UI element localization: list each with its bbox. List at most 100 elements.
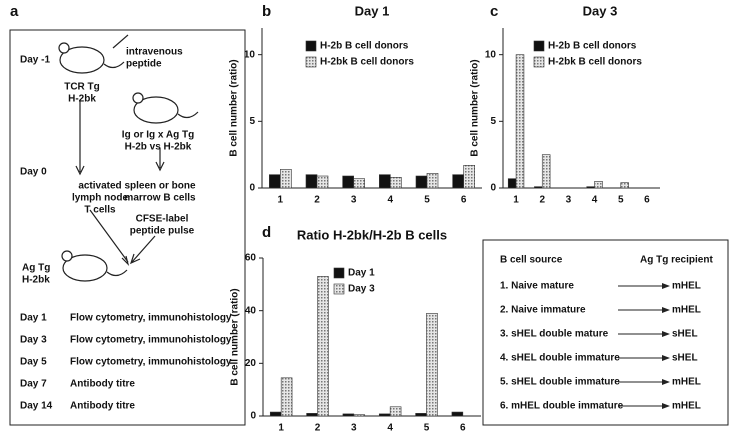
table-arrowhead <box>662 403 670 409</box>
timeline-event: Antibody titre <box>70 401 135 412</box>
bar <box>415 413 427 417</box>
legend-label: H-2b B cell donors <box>548 41 637 52</box>
panel-label: d <box>262 224 271 241</box>
y-tick-label: 5 <box>490 116 496 127</box>
legend-swatch <box>333 267 345 279</box>
chart-title: Day 1 <box>355 3 390 18</box>
table-recipient: mHEL <box>672 401 701 412</box>
table-source: 5. sHEL double immature <box>500 377 620 388</box>
x-tick-label: 1 <box>513 195 519 206</box>
bar <box>280 377 293 417</box>
bar <box>317 276 329 417</box>
protocol-note: Ig or Ig x Ag Tg <box>122 130 194 141</box>
y-tick-label: 0 <box>250 411 256 422</box>
bar <box>353 178 365 189</box>
y-axis-label: B cell number (ratio) <box>470 59 481 156</box>
table-header: B cell source <box>500 255 563 266</box>
x-tick-label: 4 <box>387 423 393 433</box>
bar <box>353 414 366 417</box>
legend-label: Day 1 <box>348 268 375 279</box>
legend-swatch <box>533 40 545 52</box>
timeline-event: Flow cytometry, immunohistology <box>70 313 232 324</box>
legend-swatch <box>333 283 345 295</box>
table-recipient: mHEL <box>672 305 701 316</box>
x-tick-label: 2 <box>314 195 320 206</box>
table-source: 6. mHEL double immature <box>500 401 624 412</box>
table-arrowhead <box>662 379 670 385</box>
y-tick-label: 40 <box>245 305 257 316</box>
protocol-note: TCR Tg <box>64 82 100 93</box>
day-label: Day 0 <box>20 167 47 178</box>
table-source: 1. Naive mature <box>500 281 574 292</box>
protocol-note: marrow B cells <box>124 193 196 204</box>
bar <box>463 165 475 189</box>
timeline-event: Flow cytometry, immunohistology <box>70 357 232 368</box>
x-tick-label: 1 <box>278 195 284 206</box>
y-tick-label: 10 <box>485 49 497 60</box>
legend-label: Day 3 <box>348 284 375 295</box>
table-recipient: sHEL <box>672 329 698 340</box>
table-recipient: mHEL <box>672 377 701 388</box>
bar <box>390 177 402 189</box>
bar <box>269 174 281 189</box>
table-arrowhead <box>662 331 670 337</box>
x-tick-label: 4 <box>388 195 394 206</box>
legend-swatch <box>533 56 545 68</box>
protocol-note: T cells <box>84 205 116 216</box>
protocol-note: peptide <box>126 59 162 70</box>
protocol-note: lymph node <box>72 193 129 204</box>
protocol-box <box>9 29 246 426</box>
x-tick-label: 1 <box>278 423 284 433</box>
protocol-note: intravenous <box>126 47 183 58</box>
y-tick-label: 10 <box>244 49 256 60</box>
y-tick-label: 0 <box>249 183 255 194</box>
protocol-note: Ag Tg <box>22 263 50 274</box>
bar <box>305 174 318 189</box>
protocol-note: H-2b vs H-2bk <box>125 142 192 153</box>
timeline-day: Day 7 <box>20 379 47 390</box>
bar <box>507 178 517 189</box>
table-source: 3. sHEL double mature <box>500 329 609 340</box>
timeline-day: Day 3 <box>20 335 47 346</box>
bar <box>451 411 464 417</box>
table-arrowhead <box>662 355 670 361</box>
table-arrowhead <box>662 283 670 289</box>
x-tick-label: 3 <box>351 195 357 206</box>
table-recipient: mHEL <box>672 281 701 292</box>
timeline-day: Day 1 <box>20 313 47 324</box>
protocol-note: peptide pulse <box>130 226 195 237</box>
panel-label: a <box>10 3 19 20</box>
timeline-event: Antibody titre <box>70 379 135 390</box>
x-tick-label: 5 <box>618 195 624 206</box>
protocol-note: H-2bk <box>68 94 96 105</box>
day-label: Day -1 <box>20 55 50 66</box>
bar <box>515 54 525 189</box>
panel-label: b <box>262 3 271 20</box>
bar <box>378 413 391 417</box>
panel-label: c <box>490 3 498 20</box>
bar <box>389 406 402 417</box>
x-tick-label: 2 <box>315 423 321 433</box>
table-header: Ag Tg recipient <box>640 255 713 266</box>
bar <box>594 181 603 189</box>
protocol-note: H-2bk <box>22 275 50 286</box>
chart-title: Day 3 <box>583 3 618 18</box>
bar <box>534 186 543 189</box>
y-tick-label: 20 <box>245 358 257 369</box>
y-tick-label: 60 <box>245 253 257 264</box>
x-tick-label: 5 <box>424 423 430 433</box>
bar <box>342 175 354 189</box>
legend-label: H-2b B cell donors <box>320 41 409 52</box>
x-tick-label: 2 <box>539 195 545 206</box>
y-axis-label: B cell number (ratio) <box>230 288 241 385</box>
legend-swatch <box>305 56 317 68</box>
y-axis-label: B cell number (ratio) <box>229 59 240 156</box>
x-tick-label: 4 <box>592 195 598 206</box>
y-tick-label: 5 <box>249 116 255 127</box>
bar <box>586 186 595 189</box>
bar <box>306 413 318 417</box>
chart-title: Ratio H-2bk/H-2b B cells <box>297 227 447 242</box>
table-source: 4. sHEL double immature <box>500 353 620 364</box>
legend-label: H-2bk B cell donors <box>320 57 414 68</box>
timeline-event: Flow cytometry, immunohistology <box>70 335 232 346</box>
